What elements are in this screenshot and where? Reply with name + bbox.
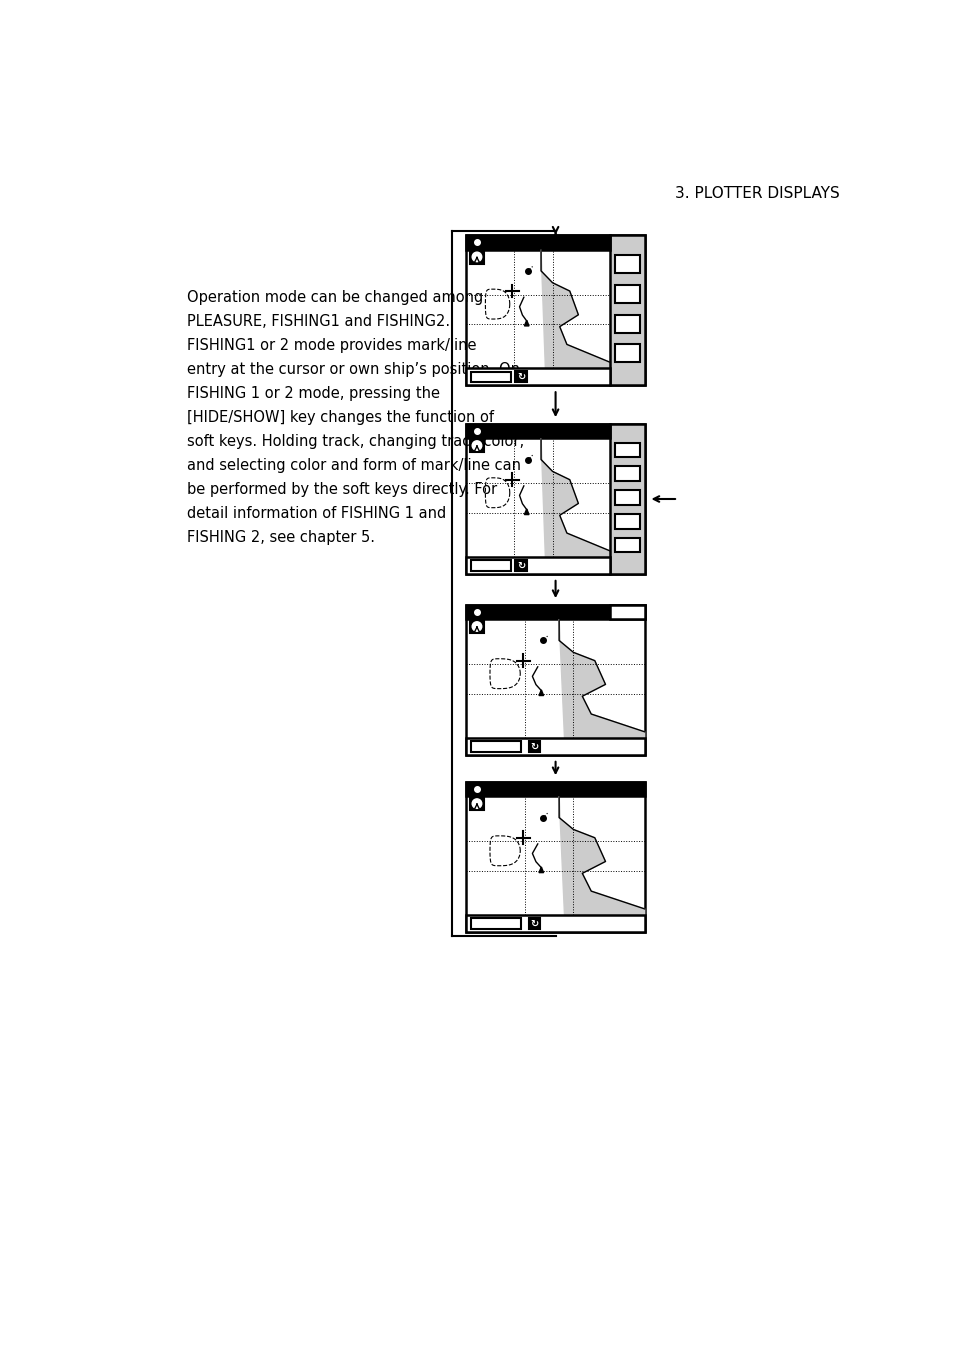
Text: ↻: ↻ (517, 561, 524, 570)
Bar (609, 235, 644, 385)
Polygon shape (538, 690, 543, 696)
Text: ↻: ↻ (530, 742, 537, 751)
Bar (466, 424, 609, 438)
Bar (466, 605, 644, 755)
Bar (614, 345, 639, 362)
Bar (466, 782, 644, 796)
Bar (614, 315, 639, 332)
Bar (614, 255, 639, 273)
Text: ↻: ↻ (530, 919, 537, 928)
Circle shape (472, 621, 481, 631)
Bar (515, 372, 526, 382)
Bar (614, 490, 639, 505)
Bar (466, 235, 644, 385)
Bar (471, 742, 520, 751)
Bar (466, 915, 644, 932)
Bar (614, 443, 639, 458)
Bar (609, 424, 644, 574)
Circle shape (472, 253, 481, 262)
Circle shape (472, 798, 481, 808)
Polygon shape (540, 250, 609, 369)
Bar (466, 738, 644, 755)
Bar (471, 919, 520, 928)
Bar (614, 538, 639, 553)
Bar (614, 285, 639, 303)
Bar (470, 620, 483, 634)
Polygon shape (558, 796, 644, 915)
Bar (609, 605, 644, 619)
Text: Operation mode can be changed among
PLEASURE, FISHING1 and FISHING2.
FISHING1 or: Operation mode can be changed among PLEA… (187, 290, 524, 544)
Bar (614, 513, 639, 528)
Bar (470, 250, 483, 263)
Bar (466, 605, 644, 619)
Bar (470, 439, 483, 453)
Circle shape (472, 440, 481, 450)
Bar (528, 740, 539, 753)
Bar (466, 424, 644, 574)
Polygon shape (558, 619, 644, 738)
Text: 3. PLOTTER DISPLAYS: 3. PLOTTER DISPLAYS (675, 186, 840, 201)
Bar (471, 561, 511, 570)
Bar (466, 369, 609, 385)
Bar (614, 466, 639, 481)
Bar (470, 797, 483, 811)
Bar (471, 372, 511, 382)
Bar (609, 235, 644, 385)
Bar (609, 424, 644, 574)
Bar (515, 559, 526, 571)
Polygon shape (524, 320, 529, 326)
Text: ↻: ↻ (517, 372, 524, 382)
Bar (466, 557, 609, 574)
Bar (466, 782, 644, 932)
Polygon shape (524, 509, 529, 515)
Bar (466, 235, 609, 250)
Bar (528, 917, 539, 929)
Polygon shape (538, 867, 543, 873)
Polygon shape (540, 438, 609, 557)
